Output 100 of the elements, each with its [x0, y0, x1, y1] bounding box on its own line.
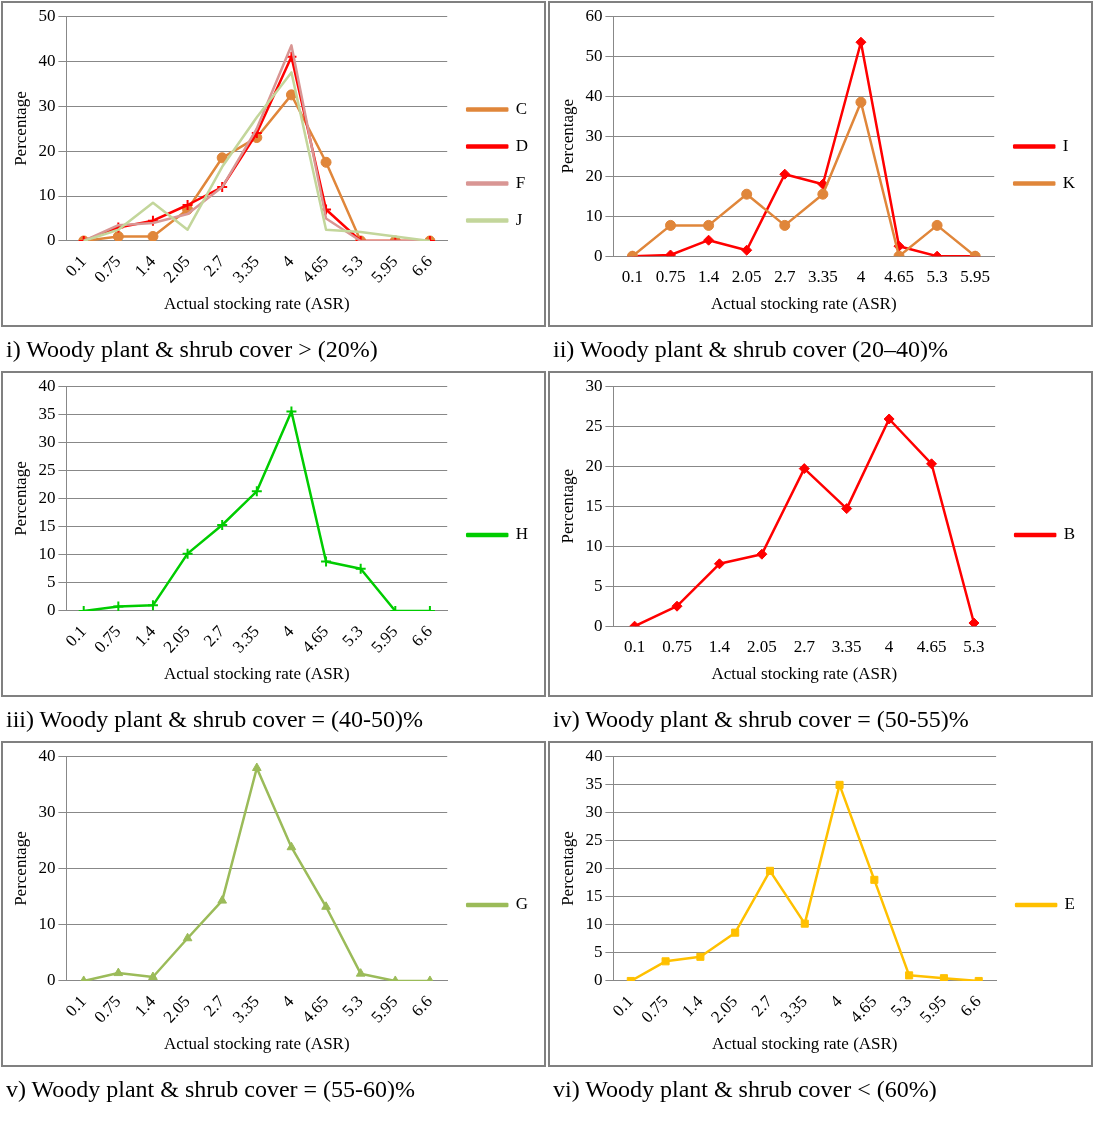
x-tick-label: 4: [277, 621, 298, 641]
x-tick-label: 4: [277, 991, 298, 1011]
x-tick-label: 2.05: [159, 991, 194, 1027]
y-tick-label: 10: [38, 544, 56, 564]
legend-label: F: [515, 172, 526, 192]
x-tick-label: 4.65: [297, 991, 333, 1027]
x-axis-title: Actual stocking rate (ASR): [164, 1034, 350, 1054]
y-tick-label: 20: [585, 165, 603, 185]
y-tick-label: 10: [38, 185, 56, 205]
x-tick-label: 3.35: [807, 266, 838, 286]
x-tick-label: 0.1: [61, 251, 90, 281]
x-tick-label: 0.1: [623, 636, 646, 656]
x-tick-label: 0.75: [655, 266, 686, 286]
text: ii) Woody plant & shrub cover (20–40)%: [552, 335, 949, 364]
y-axis-title: Percentage: [557, 468, 577, 544]
x-tick-label: 2.7: [199, 991, 229, 1021]
y-tick-label: 25: [585, 829, 603, 849]
x-tick-label: 6.6: [407, 251, 437, 281]
x-tick-label: 1.4: [130, 991, 160, 1021]
x-tick-label: 0.1: [61, 621, 90, 651]
x-tick-label: 4: [826, 991, 847, 1012]
y-tick-label: 25: [38, 459, 56, 479]
y-tick-label: 15: [585, 886, 603, 906]
text: vi) Woody plant & shrub cover < (60%): [552, 1075, 938, 1104]
x-tick-label: 2.05: [159, 251, 194, 287]
x-axis-title: Actual stocking rate (ASR): [164, 294, 350, 314]
legend-label: J: [515, 209, 523, 229]
y-tick-label: 20: [585, 858, 603, 878]
x-tick-label: 5.3: [338, 621, 367, 651]
x-tick-label: 4.65: [884, 266, 914, 286]
y-tick-label: 5: [593, 575, 603, 595]
y-tick-label: 10: [585, 535, 603, 555]
x-tick-label: 3.35: [831, 636, 862, 656]
x-tick-label: 0.75: [90, 251, 125, 287]
y-tick-label: 5: [46, 572, 56, 592]
y-tick-label: 30: [585, 801, 603, 821]
y-tick-label: 10: [38, 914, 56, 934]
y-tick-label: 20: [38, 140, 56, 160]
x-tick-label: 1.4: [130, 251, 160, 281]
y-tick-label: 0: [593, 970, 603, 990]
x-tick-label: 0.75: [90, 991, 125, 1027]
y-tick-label: 35: [38, 403, 56, 423]
legend-label: K: [1062, 172, 1076, 192]
y-axis-title: Percentage: [10, 461, 30, 536]
x-axis-title: Actual stocking rate (ASR): [711, 664, 898, 684]
y-tick-label: 30: [38, 801, 56, 821]
x-tick-label: 5.95: [367, 251, 402, 287]
x-tick-label: 5.95: [960, 266, 991, 286]
y-tick-label: 15: [585, 495, 603, 515]
y-tick-label: 50: [38, 5, 56, 25]
x-tick-label: 2.7: [747, 991, 777, 1021]
x-axis-title: Actual stocking rate (ASR): [711, 1034, 898, 1054]
x-tick-label: 4.65: [916, 636, 947, 656]
x-tick-label: 4: [856, 266, 866, 286]
x-tick-label: 2.05: [159, 621, 194, 657]
x-tick-label: 0.75: [662, 636, 692, 656]
x-tick-label: 2.7: [793, 636, 816, 656]
x-tick-label: 6.6: [956, 991, 985, 1021]
x-tick-label: 4: [277, 251, 298, 271]
x-tick-label: 3.35: [228, 991, 263, 1027]
legend-label: B: [1063, 524, 1075, 544]
x-tick-label: 2.7: [774, 266, 796, 286]
x-tick-label: 6.6: [407, 621, 437, 651]
x-tick-label: 4.65: [846, 991, 881, 1027]
y-tick-label: 40: [38, 50, 56, 70]
text: v) Woody plant & shrub cover = (55-60)%: [5, 1075, 417, 1104]
x-tick-label: 5.95: [367, 991, 402, 1027]
text: iii) Woody plant & shrub cover = (40-50)%: [5, 705, 425, 734]
x-axis-title: Actual stocking rate (ASR): [164, 664, 350, 684]
y-tick-label: 0: [593, 615, 603, 635]
legend-label: I: [1062, 135, 1069, 155]
legend-label: E: [1064, 894, 1076, 914]
legend-label: C: [515, 98, 528, 118]
y-tick-label: 10: [585, 205, 603, 225]
y-tick-label: 50: [585, 45, 603, 65]
x-axis-title: Actual stocking rate (ASR): [711, 294, 897, 314]
x-tick-label: 3.35: [228, 621, 263, 657]
y-tick-label: 0: [46, 970, 56, 990]
y-tick-label: 30: [585, 125, 603, 145]
y-tick-label: 20: [585, 455, 603, 475]
x-tick-label: 1.4: [708, 636, 731, 656]
x-tick-label: 5.3: [886, 991, 916, 1021]
x-tick-label: 0.1: [621, 266, 644, 286]
y-tick-label: 20: [38, 488, 56, 508]
text: i) Woody plant & shrub cover > (20%): [5, 335, 379, 364]
x-tick-label: 5.3: [926, 266, 948, 286]
text: iv) Woody plant & shrub cover = (50-55)%: [552, 705, 970, 734]
x-tick-label: 2.05: [707, 991, 742, 1027]
y-tick-label: 25: [585, 415, 603, 435]
y-tick-label: 40: [38, 375, 56, 395]
y-tick-label: 40: [38, 745, 56, 765]
y-tick-label: 0: [46, 230, 56, 250]
x-tick-label: 5.95: [915, 991, 951, 1027]
x-tick-label: 5.3: [963, 636, 985, 656]
x-tick-label: 2.05: [746, 636, 777, 656]
legend-label: G: [515, 894, 528, 914]
y-tick-label: 60: [585, 5, 603, 25]
x-tick-label: 0.1: [61, 991, 90, 1021]
y-tick-label: 20: [38, 858, 56, 878]
y-tick-label: 30: [38, 431, 56, 451]
